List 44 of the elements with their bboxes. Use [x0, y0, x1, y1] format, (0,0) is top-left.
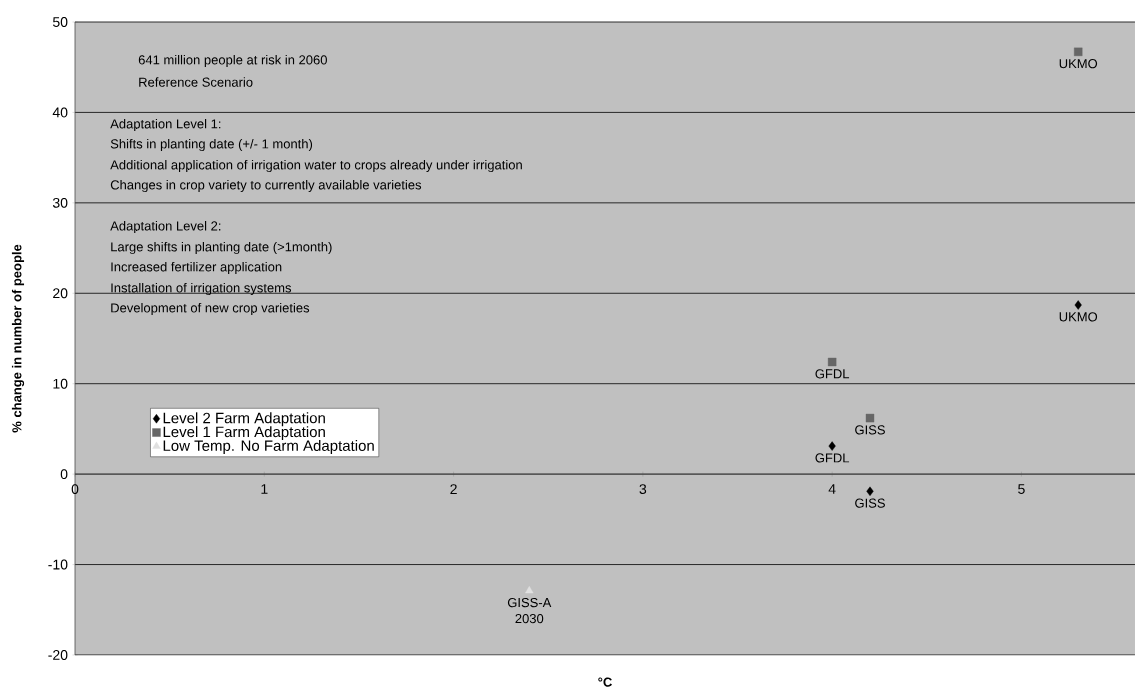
annotation: Adaptation Level 2: [110, 220, 221, 234]
x-tick-label: 4 [828, 484, 836, 494]
x-tick-label: 0 [71, 484, 79, 495]
y-tick-label: 0 [60, 469, 68, 480]
point [827, 357, 837, 367]
x-axis-title: °C [598, 677, 612, 687]
point [828, 441, 836, 451]
point [1074, 47, 1083, 57]
y-tick-label: 50 [52, 17, 68, 27]
point [525, 586, 534, 594]
annotation: Reference Scenario [139, 77, 253, 87]
y-axis-title: % change in number of people [11, 244, 25, 433]
y-tick-label: 40 [52, 107, 68, 118]
x-tick-label: 2 [450, 484, 457, 494]
annotation: 641 million people at risk in 2060 [138, 54, 327, 68]
data-label: GFDL [815, 453, 850, 463]
legend-label: Low Temp. No Farm Adaptation [163, 439, 374, 454]
legend-label: Level 2 Farm Adaptation [163, 412, 325, 427]
point [1074, 300, 1082, 310]
y-tick-label: 30 [52, 197, 68, 208]
annotation: Increased fertilizer application [111, 261, 282, 275]
x-tick-label: 3 [639, 484, 647, 495]
data-label: GISS-A 2030 [507, 597, 552, 624]
y-tick-label: 10 [53, 378, 68, 389]
annotation: Changes in crop variety to currently available varieties [110, 179, 422, 193]
annotation: Development of new crop varieties [111, 302, 310, 316]
annotation: Adaptation Level 1: [110, 118, 221, 132]
annotation: Installation of irrigation systems [111, 282, 292, 296]
y-tick-label: 20 [53, 288, 68, 299]
x-tick-label: 5 [1018, 484, 1025, 494]
legend-label: Level 1 Farm Adaptation [163, 426, 325, 441]
y-tick-label: -10 [48, 559, 68, 570]
point [866, 486, 874, 497]
data-label: GFDL [815, 369, 850, 379]
data-label: UKMO [1059, 59, 1098, 69]
x-tick-label: 1 [261, 484, 268, 494]
point [865, 413, 875, 423]
data-label: GISS [855, 425, 885, 435]
data-label: UKMO [1059, 312, 1098, 322]
annotation: Shifts in planting date (+/- 1 month) [110, 138, 313, 152]
annotation: Additional application of irrigation water to crops already under irrigation [110, 159, 522, 173]
y-tick-label: -20 [48, 650, 68, 660]
data-label: GISS [855, 498, 885, 508]
annotation: Large shifts in planting date (>1month) [111, 241, 332, 255]
